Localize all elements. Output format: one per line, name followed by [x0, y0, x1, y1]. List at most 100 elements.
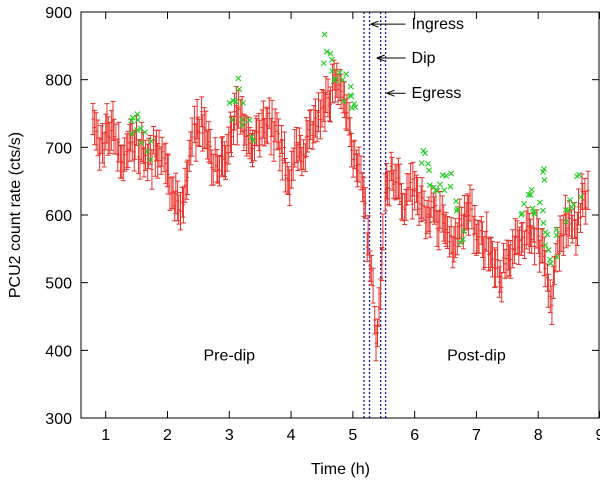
x-mark [430, 184, 437, 191]
annotation-label: Post-dip [447, 348, 506, 365]
x-mark [347, 92, 354, 99]
x-mark [339, 76, 346, 83]
x-mark [542, 229, 549, 236]
data-point [370, 267, 376, 304]
data-point [199, 96, 205, 128]
x-tick-label: 8 [534, 427, 543, 444]
x-mark [147, 156, 154, 163]
annotation-arrows [370, 20, 406, 97]
data-point [177, 191, 183, 231]
annotation-label: Egress [412, 85, 462, 102]
x-mark [563, 219, 570, 225]
x-mark [536, 199, 543, 206]
highlight-point [327, 50, 334, 57]
annotations: Ingress Dip Egress Pre-dip Post-dip [203, 16, 505, 365]
data-point [535, 218, 541, 254]
highlight-point [443, 172, 450, 179]
highlight-point [331, 76, 338, 82]
x-mark [439, 172, 446, 179]
highlight-point [528, 186, 535, 193]
x-mark [521, 200, 528, 207]
highlight-point [447, 183, 454, 190]
highlight-point [339, 76, 346, 83]
x-tick-label: 1 [101, 427, 110, 444]
data-point [354, 149, 360, 182]
data-point [344, 94, 350, 132]
x-mark [441, 187, 448, 194]
x-mark [436, 181, 443, 188]
x-mark [540, 219, 547, 226]
data-point [142, 139, 148, 171]
data-point [176, 194, 182, 225]
data-point [193, 123, 199, 162]
y-tick-label: 300 [45, 411, 72, 428]
data-point [472, 205, 478, 235]
data-point [302, 143, 308, 173]
highlight-point [542, 229, 549, 236]
highlight-point [134, 127, 141, 134]
highlight-point [453, 207, 460, 214]
data-point [476, 220, 482, 254]
data-point [299, 147, 305, 177]
highlight-point [566, 197, 573, 204]
highlight-point [453, 198, 460, 205]
x-mark [528, 186, 535, 193]
highlight-point [321, 31, 328, 38]
data-point [421, 190, 427, 221]
x-mark [578, 194, 585, 200]
y-tick-label: 900 [45, 5, 72, 22]
x-mark [541, 176, 548, 183]
highlight-point [248, 134, 255, 141]
x-mark [460, 228, 467, 235]
x-mark [327, 50, 334, 57]
data-point [436, 210, 442, 251]
highlight-point [547, 260, 554, 267]
data-point [221, 141, 227, 178]
x-mark [570, 201, 577, 208]
x-mark [527, 191, 534, 198]
x-tick-label: 5 [348, 427, 357, 444]
arrow-head [370, 20, 379, 28]
y-tick-label: 600 [45, 208, 72, 225]
x-mark [329, 68, 336, 75]
x-mark [553, 232, 560, 239]
data-point [303, 117, 309, 157]
data-point [414, 174, 420, 203]
data-point [466, 195, 472, 236]
data-point [242, 114, 248, 146]
highlight-point [236, 86, 243, 93]
x-mark [562, 206, 569, 213]
data-point [409, 188, 415, 220]
highlight-point [239, 116, 246, 123]
data-point [222, 145, 228, 180]
x-mark [129, 114, 136, 121]
data-point [488, 237, 494, 268]
count-rate-series [90, 59, 591, 362]
highlight-point [430, 184, 437, 191]
data-point [583, 190, 589, 225]
highlight-point [246, 117, 253, 124]
x-mark [351, 100, 358, 107]
highlight-point [328, 56, 335, 63]
x-mark [331, 77, 338, 84]
x-mark [531, 208, 538, 215]
data-point [542, 250, 548, 288]
highlight-point [448, 170, 455, 177]
x-tick-label: 9 [596, 427, 600, 444]
data-point [471, 215, 477, 255]
x-mark [328, 56, 335, 63]
data-point [508, 239, 514, 279]
highlight-point [144, 148, 151, 155]
highlight-point [519, 210, 526, 217]
x-mark [246, 117, 253, 124]
annotation-label: Dip [412, 50, 436, 67]
data-point [286, 166, 292, 196]
x-mark [239, 116, 246, 123]
x-mark [539, 207, 546, 214]
highlight-point [541, 176, 548, 183]
data-point [392, 163, 398, 201]
data-point [296, 127, 302, 162]
x-mark [519, 210, 526, 217]
highlight-point [134, 116, 141, 123]
x-mark [137, 125, 144, 132]
